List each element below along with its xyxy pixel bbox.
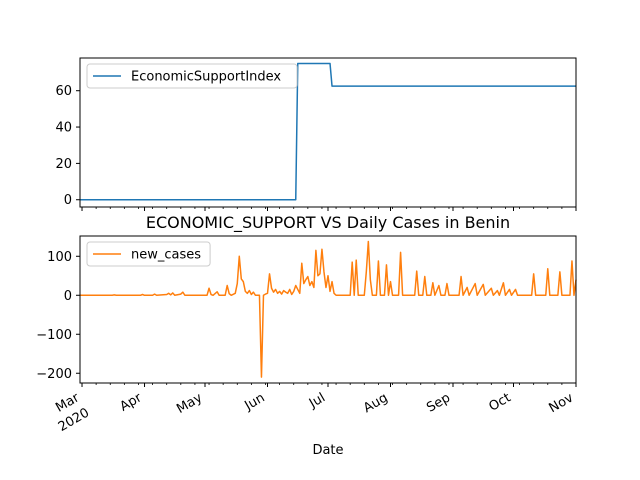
bottom-legend: new_cases bbox=[86, 241, 211, 267]
top-y-tick-label: 60 bbox=[55, 84, 72, 99]
top-y-ticks: 0 20 40 60 bbox=[55, 84, 80, 208]
top-legend: EconomicSupportIndex bbox=[86, 63, 298, 89]
x-tick-label: Aug bbox=[361, 390, 390, 416]
bottom-axes-frame bbox=[79, 235, 577, 384]
top-y-tick-label: 40 bbox=[55, 121, 72, 136]
bottom-legend-box bbox=[86, 241, 211, 267]
top-x-ticks bbox=[81, 207, 577, 211]
x-tick-label: Apr bbox=[118, 390, 146, 415]
bottom-y-ticks: −200 −100 0 100 bbox=[36, 250, 80, 382]
x-tick-label: Jul bbox=[306, 390, 328, 411]
bottom-y-tick-label: 0 bbox=[64, 289, 72, 304]
bottom-y-tick-label: 100 bbox=[47, 250, 72, 265]
bottom-y-tick-label: −100 bbox=[36, 328, 72, 343]
x-tick-label: Oct bbox=[487, 390, 514, 414]
chart-title: ECONOMIC_SUPPORT VS Daily Cases in Benin bbox=[146, 213, 510, 233]
top-series-layer bbox=[80, 62, 576, 201]
x-tick-label: Sep bbox=[424, 390, 453, 415]
bottom-y-tick-label: −200 bbox=[36, 367, 72, 382]
bottom-series-layer bbox=[80, 240, 577, 378]
x-tick-label: Nov bbox=[547, 390, 577, 416]
top-subplot: 0 20 40 60 EconomicSupportIndex bbox=[55, 57, 577, 211]
top-axes-frame bbox=[79, 57, 577, 208]
top-legend-box bbox=[86, 63, 298, 89]
x-tick-label: May bbox=[174, 390, 205, 417]
x-axis-label: Date bbox=[312, 443, 343, 458]
top-y-tick-label: 0 bbox=[64, 193, 72, 208]
bottom-legend-label: new_cases bbox=[131, 248, 201, 263]
top-y-tick-label: 20 bbox=[55, 157, 72, 172]
bottom-series-line bbox=[80, 240, 577, 378]
top-series-line bbox=[80, 62, 576, 201]
x-tick-label: Jun bbox=[242, 390, 268, 414]
top-legend-label: EconomicSupportIndex bbox=[131, 70, 281, 85]
